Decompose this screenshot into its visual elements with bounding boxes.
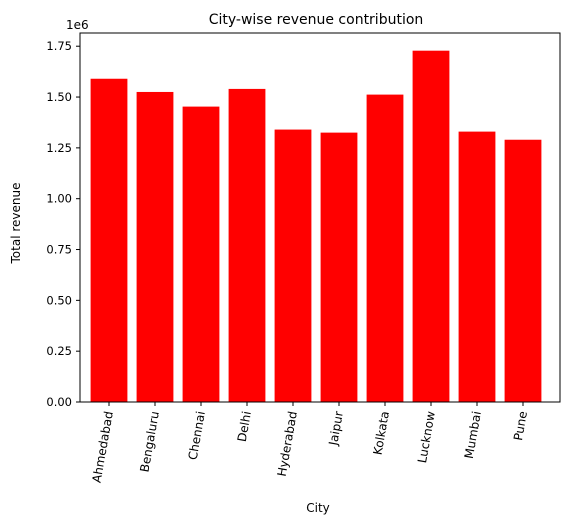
bar-mumbai	[458, 131, 496, 402]
x-tick-label: Hyderabad	[275, 410, 300, 477]
x-tick-label: Bengaluru	[137, 410, 161, 473]
bar-jaipur	[320, 132, 358, 403]
bar-group	[90, 50, 542, 403]
bar-chennai	[182, 106, 220, 403]
bar-kolkata	[366, 94, 404, 402]
x-axis-label: City	[306, 501, 330, 515]
bar-hyderabad	[274, 129, 312, 402]
x-tick-label: Lucknow	[415, 410, 438, 464]
bar-bengaluru	[136, 91, 174, 402]
y-tick-label: 0.75	[46, 243, 72, 257]
x-tick-label: Delhi	[235, 410, 254, 443]
y-axis-label: Total revenue	[9, 183, 23, 265]
x-tick-label: Mumbai	[462, 410, 484, 460]
bar-lucknow	[412, 50, 450, 403]
x-axis-ticks: Ahmedabad Bengaluru Chennai Delhi Hyderabad J…	[90, 402, 530, 484]
x-tick-label: Pune	[511, 410, 530, 442]
bar-pune	[504, 139, 542, 402]
bar-ahmedabad	[90, 78, 128, 402]
chart-title: City-wise revenue contribution	[209, 12, 424, 28]
x-tick-label: Ahmedabad	[90, 410, 116, 484]
y-tick-label: 0.50	[46, 293, 72, 307]
plot-frame	[79, 32, 561, 403]
x-tick-label: Chennai	[186, 410, 208, 461]
y-tick-label: 1.00	[46, 192, 72, 206]
y-tick-label: 1.75	[46, 39, 72, 53]
x-tick-label: Jaipur	[326, 410, 346, 447]
y-axis-ticks: 0.00 0.25 0.50 0.75 1.00 1.25 1.50 1.75	[46, 39, 80, 409]
y-tick-label: 0.25	[46, 344, 72, 358]
y-tick-label: 0.00	[46, 395, 72, 409]
bar-delhi	[228, 88, 266, 402]
y-tick-label: 1.25	[46, 141, 72, 155]
x-tick-label: Kolkata	[371, 410, 392, 456]
y-axis-offset-label: 1e6	[66, 18, 89, 32]
y-tick-label: 1.50	[46, 90, 72, 104]
